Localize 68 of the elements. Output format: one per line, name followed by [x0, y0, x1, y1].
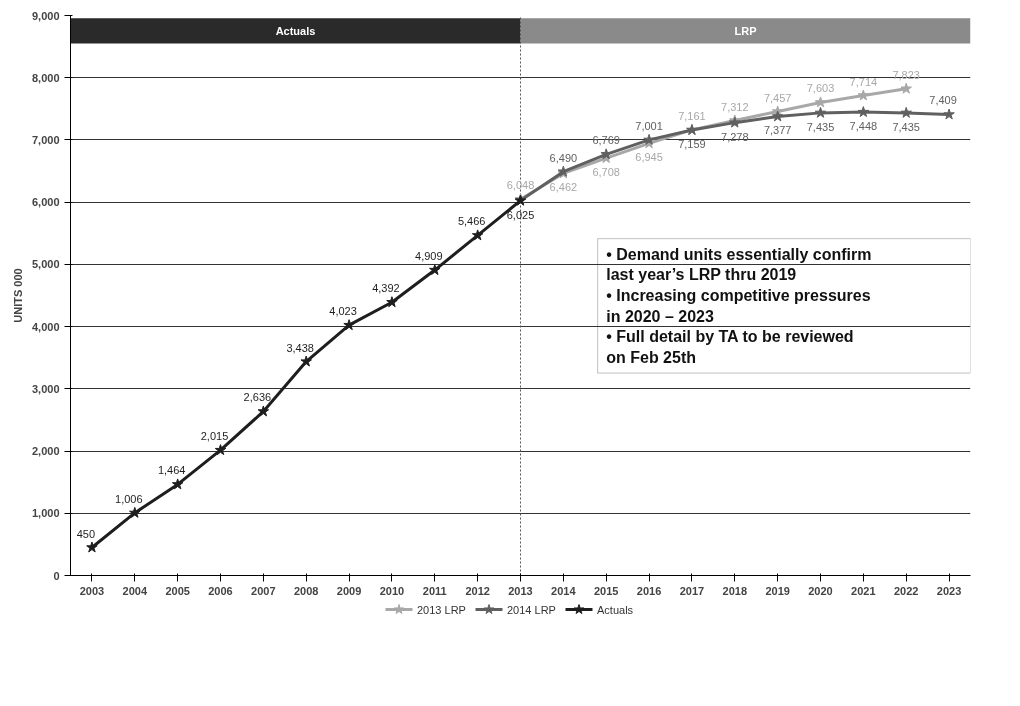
band-label: LRP — [734, 24, 757, 37]
data-label: 6,945 — [635, 151, 663, 164]
x-tick-label: 2023 — [936, 584, 962, 597]
data-label: 1,464 — [157, 464, 186, 477]
data-label: 7,001 — [635, 119, 663, 132]
y-tick-label: 6,000 — [31, 196, 60, 209]
data-label: 7,603 — [806, 82, 835, 95]
x-tick-label: 2006 — [208, 584, 233, 597]
y-tick-label: 5,000 — [31, 258, 60, 271]
x-tick-label: 2017 — [679, 584, 705, 597]
data-label: 7,159 — [678, 138, 706, 151]
y-tick-label: 3,000 — [31, 382, 60, 395]
y-tick-label: 9,000 — [31, 9, 60, 22]
x-tick-label: 2005 — [165, 584, 190, 597]
y-tick-label: 8,000 — [31, 71, 60, 84]
x-tick-label: 2008 — [293, 584, 319, 597]
legend-label: 2014 LRP — [507, 603, 556, 616]
data-label: 3,438 — [286, 341, 314, 354]
data-label: 2,015 — [200, 430, 229, 443]
annotation: • Increasing competitive pressures in 2020 – 2023 — [606, 287, 871, 325]
x-tick-label: 2007 — [251, 584, 276, 597]
data-label: 4,392 — [372, 282, 400, 295]
x-tick-label: 2012 — [465, 584, 490, 597]
legend-label: 2013 LRP — [417, 603, 466, 616]
x-tick-label: 2010 — [379, 584, 405, 597]
data-label: 7,409 — [929, 94, 957, 107]
x-tick-label: 2021 — [851, 584, 876, 597]
x-tick-label: 2022 — [893, 584, 919, 597]
data-label: 5,466 — [457, 215, 486, 228]
x-tick-label: 2003 — [79, 584, 105, 597]
data-label: 4,909 — [415, 250, 443, 263]
annotation: • Full detail by TA to be reviewed on Feb 25th — [606, 328, 854, 367]
y-axis-title: UNITS 000 — [11, 268, 24, 323]
x-tick-label: 2020 — [808, 584, 833, 597]
y-tick-label: 1,000 — [31, 507, 60, 520]
y-tick-label: 4,000 — [31, 320, 60, 333]
x-tick-label: 2013 — [508, 584, 533, 597]
data-label: 7,435 — [806, 120, 835, 133]
legend-label: Actuals — [597, 603, 634, 616]
x-tick-label: 2004 — [122, 584, 148, 597]
x-tick-label: 2019 — [765, 584, 790, 597]
data-label: 7,312 — [721, 100, 749, 113]
data-label: 6,048 — [506, 179, 535, 192]
data-label: 6,708 — [592, 166, 620, 179]
data-label: 7,457 — [763, 91, 792, 104]
y-tick-label: 0 — [53, 569, 60, 582]
data-label: 6,462 — [549, 181, 578, 194]
data-label: 450 — [76, 527, 96, 540]
data-label: 2,636 — [243, 391, 272, 404]
data-label: 7,714 — [849, 75, 878, 88]
x-tick-label: 2014 — [551, 584, 577, 597]
x-tick-label: 2009 — [336, 584, 362, 597]
annotation: • Demand units essentially confirm last year’s LRP thru 2019 — [606, 245, 872, 284]
data-label: 4,023 — [329, 305, 357, 318]
y-tick-label: 7,000 — [31, 133, 60, 146]
x-tick-label: 2018 — [722, 584, 748, 597]
y-tick-label: 2,000 — [31, 445, 60, 458]
data-label: 1,006 — [115, 492, 143, 505]
data-label: 6,025 — [506, 208, 535, 221]
x-tick-label: 2016 — [636, 584, 662, 597]
data-label: 7,435 — [892, 120, 920, 133]
x-tick-label: 2011 — [422, 584, 447, 597]
band-label: Actuals — [275, 24, 316, 37]
data-label: 6,490 — [549, 151, 578, 164]
data-label: 7,161 — [678, 109, 706, 122]
data-label: 7,377 — [763, 124, 792, 137]
x-tick-label: 2015 — [593, 584, 619, 597]
data-label: 7,448 — [849, 120, 878, 133]
